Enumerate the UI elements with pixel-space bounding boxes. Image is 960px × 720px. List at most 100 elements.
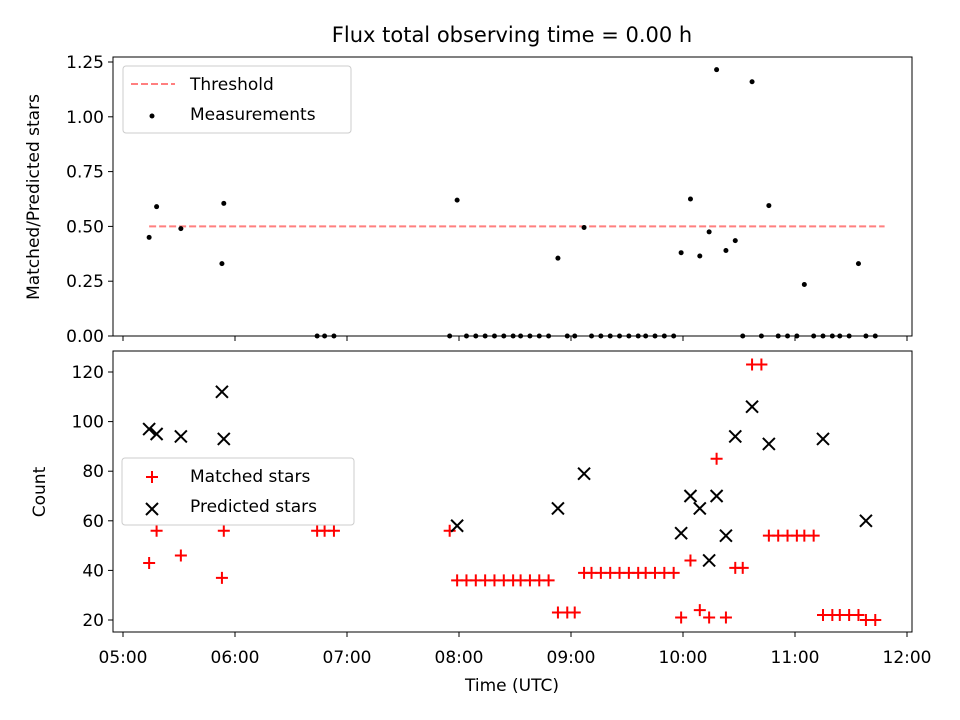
bottom-y-tick-label: 40 bbox=[82, 561, 104, 581]
measurement-point bbox=[178, 226, 184, 232]
bottom-plot-area bbox=[142, 358, 882, 626]
bottom-x-axis-label: Time (UTC) bbox=[464, 676, 559, 696]
predicted-star-marker bbox=[674, 526, 688, 540]
chart-title: Flux total observing time = 0.00 h bbox=[332, 23, 692, 47]
bottom-legend: Matched stars Predicted stars bbox=[121, 457, 355, 526]
measurement-point bbox=[219, 261, 225, 267]
predicted-star-marker bbox=[149, 427, 164, 441]
matched-star-marker bbox=[542, 574, 555, 587]
predicted-star-marker bbox=[709, 489, 724, 503]
matched-star-marker bbox=[693, 604, 706, 617]
threshold-legend-label: Threshold bbox=[189, 75, 274, 95]
predicted-star-marker bbox=[728, 429, 742, 444]
bottom-y-axis-label: Count bbox=[30, 466, 50, 517]
measurement-point bbox=[581, 224, 587, 230]
predicted-star-marker bbox=[142, 422, 156, 436]
predicted-star-marker bbox=[762, 437, 776, 451]
matched-star-marker bbox=[719, 611, 732, 624]
bottom-x-tick-label: 07:00 bbox=[323, 648, 372, 668]
bottom-y-tick-label: 20 bbox=[82, 611, 104, 631]
measurements-legend-label: Measurements bbox=[190, 105, 316, 125]
top-y-tick-label: 0.75 bbox=[66, 163, 104, 183]
top-legend-box bbox=[122, 65, 352, 134]
matched-star-marker bbox=[710, 452, 723, 465]
matched-star-marker bbox=[215, 571, 228, 584]
matched-star-marker bbox=[684, 554, 697, 567]
measurements-legend-swatch bbox=[149, 113, 155, 119]
top-y-tick-label: 1.00 bbox=[66, 108, 104, 128]
matched-legend-label: Matched stars bbox=[190, 467, 310, 487]
bottom-y-tick-label: 120 bbox=[72, 363, 104, 383]
bottom-x-tick-label: 05:00 bbox=[99, 648, 148, 668]
predicted-star-marker bbox=[551, 501, 565, 516]
bottom-axes-frame bbox=[112, 350, 913, 633]
measurement-point bbox=[749, 79, 755, 85]
measurement-point bbox=[221, 200, 227, 206]
measurement-point bbox=[706, 229, 712, 235]
matched-star-marker bbox=[807, 529, 820, 542]
measurement-point bbox=[723, 248, 729, 254]
bottom-y-tick-label: 80 bbox=[82, 462, 104, 482]
matched-star-marker bbox=[736, 561, 749, 574]
top-y-tick-label: 1.25 bbox=[66, 53, 104, 73]
predicted-star-marker bbox=[683, 489, 698, 503]
bottom-x-tick-label: 11:00 bbox=[771, 648, 820, 668]
predicted-star-marker bbox=[450, 519, 464, 533]
top-x-ticks bbox=[122, 336, 908, 341]
bottom-x-tick-label: 10:00 bbox=[659, 648, 708, 668]
bottom-legend-box bbox=[121, 457, 355, 526]
predicted-star-marker bbox=[693, 501, 707, 516]
measurement-point bbox=[697, 253, 703, 259]
predicted-legend-label: Predicted stars bbox=[190, 497, 317, 517]
measurement-point bbox=[146, 234, 152, 240]
measurement-point bbox=[801, 281, 807, 287]
bottom-panel: 20 40 60 80 100 120 05:00 06:00 07:00 08:00 09:00… bbox=[30, 350, 932, 696]
predicted-star-marker bbox=[174, 429, 188, 444]
predicted-star-marker bbox=[859, 514, 873, 528]
matched-star-marker bbox=[675, 611, 688, 624]
bottom-x-tick-label: 08:00 bbox=[435, 648, 484, 668]
matched-star-marker bbox=[174, 549, 187, 562]
measurement-point bbox=[687, 196, 693, 202]
bottom-y-tick-label: 60 bbox=[82, 512, 104, 532]
matched-star-marker bbox=[852, 609, 865, 622]
bottom-y-ticks: 20 40 60 80 100 120 bbox=[72, 363, 113, 631]
matched-star-marker bbox=[755, 358, 768, 371]
measurement-point bbox=[555, 255, 561, 261]
top-y-tick-label: 0.00 bbox=[66, 327, 104, 347]
matched-star-marker bbox=[443, 524, 456, 537]
predicted-star-marker bbox=[215, 385, 229, 399]
bottom-y-tick-label: 100 bbox=[72, 413, 104, 433]
predicted-star-marker bbox=[816, 432, 830, 446]
bottom-x-tick-label: 09:00 bbox=[547, 648, 596, 668]
matched-star-marker bbox=[667, 566, 680, 579]
top-panel: 0.00 0.25 0.50 0.75 1.00 1.25 Matched/Predict… bbox=[24, 53, 913, 347]
matched-legend-swatch bbox=[146, 471, 158, 483]
top-y-tick-label: 0.50 bbox=[66, 217, 104, 237]
predicted-star-marker bbox=[745, 400, 759, 414]
matched-star-marker bbox=[150, 524, 163, 537]
top-legend: Threshold Measurements bbox=[122, 65, 352, 134]
bottom-x-ticks: 05:00 06:00 07:00 08:00 09:00 10:00 11:00 12:00 bbox=[99, 632, 932, 668]
measurement-point bbox=[154, 204, 160, 210]
top-y-tick-label: 0.25 bbox=[66, 272, 104, 292]
top-y-ticks: 0.00 0.25 0.50 0.75 1.00 1.25 bbox=[66, 53, 113, 347]
predicted-star-marker bbox=[217, 432, 231, 446]
measurement-point bbox=[714, 67, 720, 73]
top-axes-frame bbox=[112, 56, 913, 337]
bottom-x-tick-label: 12:00 bbox=[883, 648, 932, 668]
matched-star-marker bbox=[217, 524, 230, 537]
measurement-point bbox=[454, 197, 460, 203]
matched-star-marker bbox=[327, 524, 340, 537]
measurement-point bbox=[678, 250, 684, 256]
matched-star-marker bbox=[703, 611, 716, 624]
measurement-point bbox=[855, 261, 861, 267]
top-y-axis-label: Matched/Predicted stars bbox=[24, 94, 44, 300]
predicted-star-marker bbox=[702, 553, 716, 568]
predicted-legend-swatch bbox=[145, 502, 159, 516]
measurement-point bbox=[766, 203, 772, 209]
matched-star-marker bbox=[143, 556, 156, 569]
bottom-x-tick-label: 06:00 bbox=[211, 648, 260, 668]
matched-star-marker bbox=[568, 606, 581, 619]
